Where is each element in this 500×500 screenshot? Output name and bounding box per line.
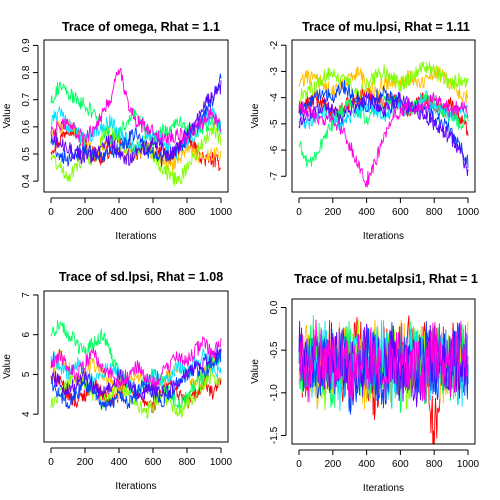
y-tick-label: 0.5 (21, 147, 32, 161)
y-tick-label: -1.5 (269, 426, 280, 444)
trace-lines (50, 67, 222, 187)
x-tick-label: 400 (111, 457, 128, 468)
x-tick-label: 0 (48, 207, 54, 218)
y-tick-label: 5 (21, 371, 32, 377)
x-tick-label: 800 (426, 459, 443, 470)
trace-series-4 (50, 81, 222, 147)
y-tick-label: -1.0 (269, 384, 280, 402)
plot-frame (291, 298, 476, 445)
y-tick-label: -4 (269, 93, 280, 102)
trace-series-8 (50, 336, 222, 389)
y-tick-label: -6 (269, 145, 280, 154)
x-tick-label: 600 (145, 457, 162, 468)
trace-series-8 (298, 319, 469, 404)
panel-title: Trace of omega, Rhat = 1.1 (62, 20, 220, 34)
y-tick-label: 6 (21, 331, 32, 337)
x-tick-label: 0 (296, 459, 302, 470)
y-tick-label: 0.8 (21, 65, 32, 79)
plot-frame (43, 39, 229, 193)
x-tick-label: 200 (324, 459, 341, 470)
y-axis-title: Value (250, 359, 261, 384)
trace-lines (298, 61, 469, 188)
x-tick-label: 200 (324, 207, 341, 218)
trace-panel-2: Trace of mu.lpsi, Rhat = 1.11 0 200 400 600 8… (250, 20, 480, 242)
y-tick-label: 7 (21, 292, 32, 298)
x-tick-label: 400 (358, 207, 375, 218)
y-tick-label: -2 (269, 40, 280, 49)
plot-frame (291, 39, 476, 193)
y-tick-label: -7 (269, 171, 280, 180)
x-tick-label: 400 (358, 459, 375, 470)
plot-frame (43, 290, 229, 443)
trace-series-7 (298, 91, 469, 177)
y-tick-label: 0.0 (269, 300, 280, 314)
x-tick-label: 1000 (210, 457, 233, 468)
x-tick-label: 1000 (210, 207, 233, 218)
trace-panel-1: Trace of omega, Rhat = 1.1 0 200 400 600 800 1… (2, 20, 233, 242)
x-tick-label: 0 (48, 457, 54, 468)
x-tick-label: 200 (77, 207, 94, 218)
trace-series-3 (298, 61, 469, 105)
trace-series-7 (50, 80, 222, 166)
trace-panel-4: Trace of mu.betalpsi1, Rhat = 1 0 200 400 60… (250, 272, 480, 494)
trace-panel-3: Trace of sd.lpsi, Rhat = 1.08 0 200 400 600 8… (2, 270, 233, 492)
y-tick-label: -0.5 (269, 341, 280, 359)
x-tick-label: 0 (296, 207, 302, 218)
x-tick-label: 200 (77, 457, 94, 468)
y-axis-title: Value (2, 103, 13, 128)
panel-title: Trace of mu.lpsi, Rhat = 1.11 (302, 20, 470, 34)
x-tick-label: 800 (179, 457, 196, 468)
x-axis-title: Iterations (363, 483, 404, 494)
x-tick-label: 1000 (457, 207, 480, 218)
trace-series-8 (50, 67, 222, 147)
x-tick-label: 600 (145, 207, 162, 218)
trace-lines (50, 320, 222, 419)
y-tick-label: 0.4 (21, 174, 32, 188)
x-tick-label: 600 (392, 459, 409, 470)
y-tick-label: 0.7 (21, 92, 32, 106)
trace-series-7 (50, 344, 222, 401)
x-tick-label: 1000 (457, 459, 480, 470)
x-axis-title: Iterations (115, 481, 156, 492)
y-tick-label: 0.9 (21, 38, 32, 52)
y-axis-title: Value (2, 354, 13, 379)
panel-title: Trace of sd.lpsi, Rhat = 1.08 (59, 270, 223, 284)
x-tick-label: 400 (111, 207, 128, 218)
y-tick-label: 0.6 (21, 119, 32, 133)
x-tick-label: 800 (179, 207, 196, 218)
x-axis-title: Iterations (115, 231, 156, 242)
trace-lines (298, 314, 469, 444)
y-axis-title: Value (250, 103, 261, 128)
panel-title: Trace of mu.betalpsi1, Rhat = 1 (294, 272, 478, 286)
x-tick-label: 600 (392, 207, 409, 218)
x-axis-title: Iterations (363, 231, 404, 242)
trace-series-8 (298, 92, 469, 188)
x-tick-label: 800 (426, 207, 443, 218)
y-tick-label: 4 (21, 411, 32, 417)
y-tick-label: -3 (269, 67, 280, 76)
y-tick-label: -5 (269, 119, 280, 128)
